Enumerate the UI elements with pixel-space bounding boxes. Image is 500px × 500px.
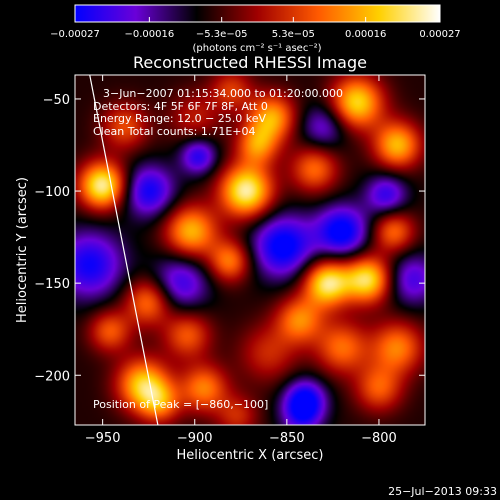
y-tick-label: −150 <box>34 277 70 292</box>
x-tick-label: −950 <box>85 431 121 446</box>
annotation-energy-range: Energy Range: 12.0 − 25.0 keV <box>93 112 267 125</box>
annotation-time-range: 3−Jun−2007 01:15:34.000 to 01:20:00.000 <box>103 87 343 100</box>
x-axis-ticks: −950 −900 −850 −800 <box>85 75 397 446</box>
colorbar-tick-label: −5.3e−05 <box>196 29 248 40</box>
x-tick-label: −800 <box>361 431 397 446</box>
heatmap-image <box>75 75 425 425</box>
annotation-detectors: Detectors: 4F 5F 6F 7F 8F, Att 0 <box>93 100 268 113</box>
x-axis-title: Heliocentric X (arcsec) <box>177 448 324 463</box>
y-tick-label: −200 <box>34 369 70 384</box>
plot-area: −950 −900 −850 −800 −50 −100 −150 −200 <box>34 74 426 446</box>
colorbar-ticks: −0.00027 −0.00016 −5.3e−05 5.3e−05 0.00016 0.… <box>50 17 461 40</box>
colorbar: −0.00027 −0.00016 −5.3e−05 5.3e−05 0.00016 0.… <box>50 4 461 54</box>
annotation-clean-counts: Clean Total counts: 1.71E+04 <box>93 125 256 138</box>
solar-limb-line <box>89 75 159 425</box>
colorbar-tick-label: −0.00027 <box>50 29 100 40</box>
annotation-peak-position: Position of Peak = [−860,−100] <box>93 398 268 411</box>
colorbar-strip <box>74 4 441 23</box>
y-tick-label: −50 <box>43 93 70 108</box>
y-axis-title: Heliocentric Y (arcsec) <box>15 177 30 323</box>
colorbar-units-label: (photons cm⁻² s⁻¹ asec⁻²) <box>192 43 321 54</box>
timestamp: 25−Jul−2013 09:33 <box>388 485 497 498</box>
colorbar-tick-label: 0.00027 <box>419 29 460 40</box>
y-tick-label: −100 <box>34 185 70 200</box>
chart-title: Reconstructed RHESSI Image <box>133 53 367 72</box>
colorbar-tick-label: −0.00016 <box>124 29 174 40</box>
colorbar-tick-label: 0.00016 <box>345 29 386 40</box>
plot-frame <box>74 74 426 426</box>
y-axis-ticks: −50 −100 −150 −200 <box>34 93 425 384</box>
colorbar-tick-label: 5.3e−05 <box>272 29 315 40</box>
x-tick-label: −900 <box>177 431 213 446</box>
x-tick-label: −850 <box>269 431 305 446</box>
